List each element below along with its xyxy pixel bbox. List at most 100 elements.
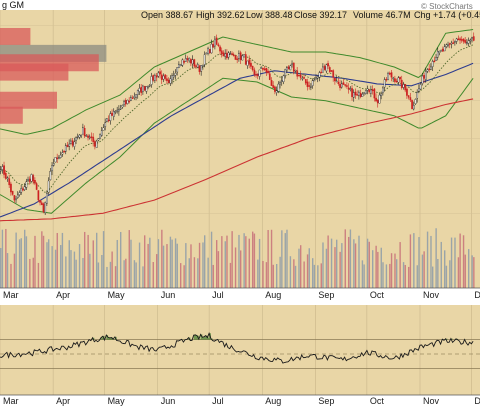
candle-body (154, 75, 156, 81)
candle-body (316, 76, 319, 79)
volume-bar (15, 232, 17, 288)
ohlc-stats: Open 388.67 High 392.62 Low 388.48 Close… (141, 10, 480, 20)
volume-bar (193, 257, 196, 288)
candle-body (109, 113, 112, 121)
candle-body (82, 127, 84, 135)
stat-open: Open 388.67 (141, 10, 193, 20)
candle-body (80, 134, 83, 137)
candle-body (457, 38, 460, 41)
volume-bar (226, 235, 228, 288)
volume-bar (468, 249, 470, 288)
candle-body (37, 190, 40, 201)
candle-body (390, 72, 393, 78)
candle-body (102, 127, 105, 131)
candle-body (265, 67, 268, 73)
candle-body (58, 157, 60, 159)
candle-body (28, 178, 31, 182)
watermark: © StockCharts (421, 2, 473, 11)
candle-body (395, 80, 398, 83)
candle-body (56, 157, 59, 160)
volume-bar (394, 253, 396, 288)
candle-body (351, 88, 353, 98)
volume-bar (135, 262, 137, 288)
volume-bar (459, 233, 461, 288)
candle-body (190, 59, 192, 64)
candle-body (383, 79, 386, 88)
sma200-line (0, 98, 474, 222)
volume-bar (418, 237, 420, 288)
candle-body (320, 71, 323, 74)
candle-body (308, 85, 311, 87)
candle-body (226, 52, 228, 59)
volume-bar (185, 243, 187, 288)
candle-body (35, 183, 38, 190)
volume-bar (399, 242, 401, 288)
x-tick-label: Mar (3, 396, 19, 406)
candle-body (327, 63, 329, 67)
candle-body (32, 175, 35, 182)
volume-bar (322, 242, 324, 288)
candle-body (44, 202, 47, 214)
candle-body (212, 43, 215, 48)
volume-bars (0, 228, 475, 288)
x-tick-label: Aug (265, 396, 281, 406)
volume-bar (336, 239, 338, 288)
candle-body (23, 186, 26, 190)
candle-body (183, 61, 185, 63)
candle-body (208, 49, 211, 54)
candle-body (71, 140, 74, 146)
candle-body (340, 83, 343, 88)
x-tick-label: De (474, 396, 480, 406)
volume-bar (188, 258, 190, 288)
volume-bar (317, 265, 319, 288)
candle-body (318, 72, 321, 78)
volume-bar (149, 237, 151, 288)
volume-bar (385, 264, 388, 288)
candle-body (370, 89, 372, 94)
volume-bar (348, 236, 350, 288)
stat-close: Close 392.17 (294, 10, 347, 20)
volume-bar (257, 259, 259, 288)
candle-body (400, 79, 403, 88)
candle-body (121, 104, 124, 108)
volume-bar (111, 251, 113, 288)
candle-body (130, 97, 132, 101)
candle-body (104, 122, 107, 128)
candle-body (124, 100, 127, 105)
candle-body (15, 198, 17, 201)
volume-bar (435, 228, 437, 288)
candle-body (231, 53, 233, 55)
candle-body (142, 85, 144, 92)
candle-body (188, 57, 191, 62)
volume-bar (70, 250, 72, 288)
volume-bar (212, 264, 214, 288)
candle-body (255, 73, 257, 76)
candle-body (440, 49, 443, 52)
volume-bar (245, 236, 247, 288)
candle-body (445, 44, 448, 47)
volume-bar (133, 260, 136, 288)
volume-bar (240, 250, 242, 288)
candle-body (107, 119, 110, 122)
candle-body (210, 43, 213, 54)
candle-body (143, 85, 146, 91)
candle-body (155, 75, 158, 78)
x-axis-price: Mar Apr May Jun Jul Aug Sep Oct Nov De (0, 287, 480, 300)
candle-body (447, 44, 449, 46)
volume-bar (75, 259, 77, 288)
volume-bar (358, 235, 360, 288)
candle-body (253, 69, 256, 75)
volume-bar (120, 231, 122, 288)
volume-bar (217, 251, 220, 288)
volume-bar (190, 244, 192, 288)
candle-body (448, 43, 451, 45)
candle-body (116, 109, 119, 112)
volume-bar (231, 231, 233, 288)
volume-bar (368, 241, 370, 288)
volume-bar (325, 248, 328, 288)
stat-change: Chg +1.74 (+0.45 (414, 10, 480, 20)
candle-body (260, 67, 263, 69)
candle-body (287, 66, 290, 70)
x-tick-label: Jun (161, 396, 176, 406)
candle-body (147, 86, 149, 88)
